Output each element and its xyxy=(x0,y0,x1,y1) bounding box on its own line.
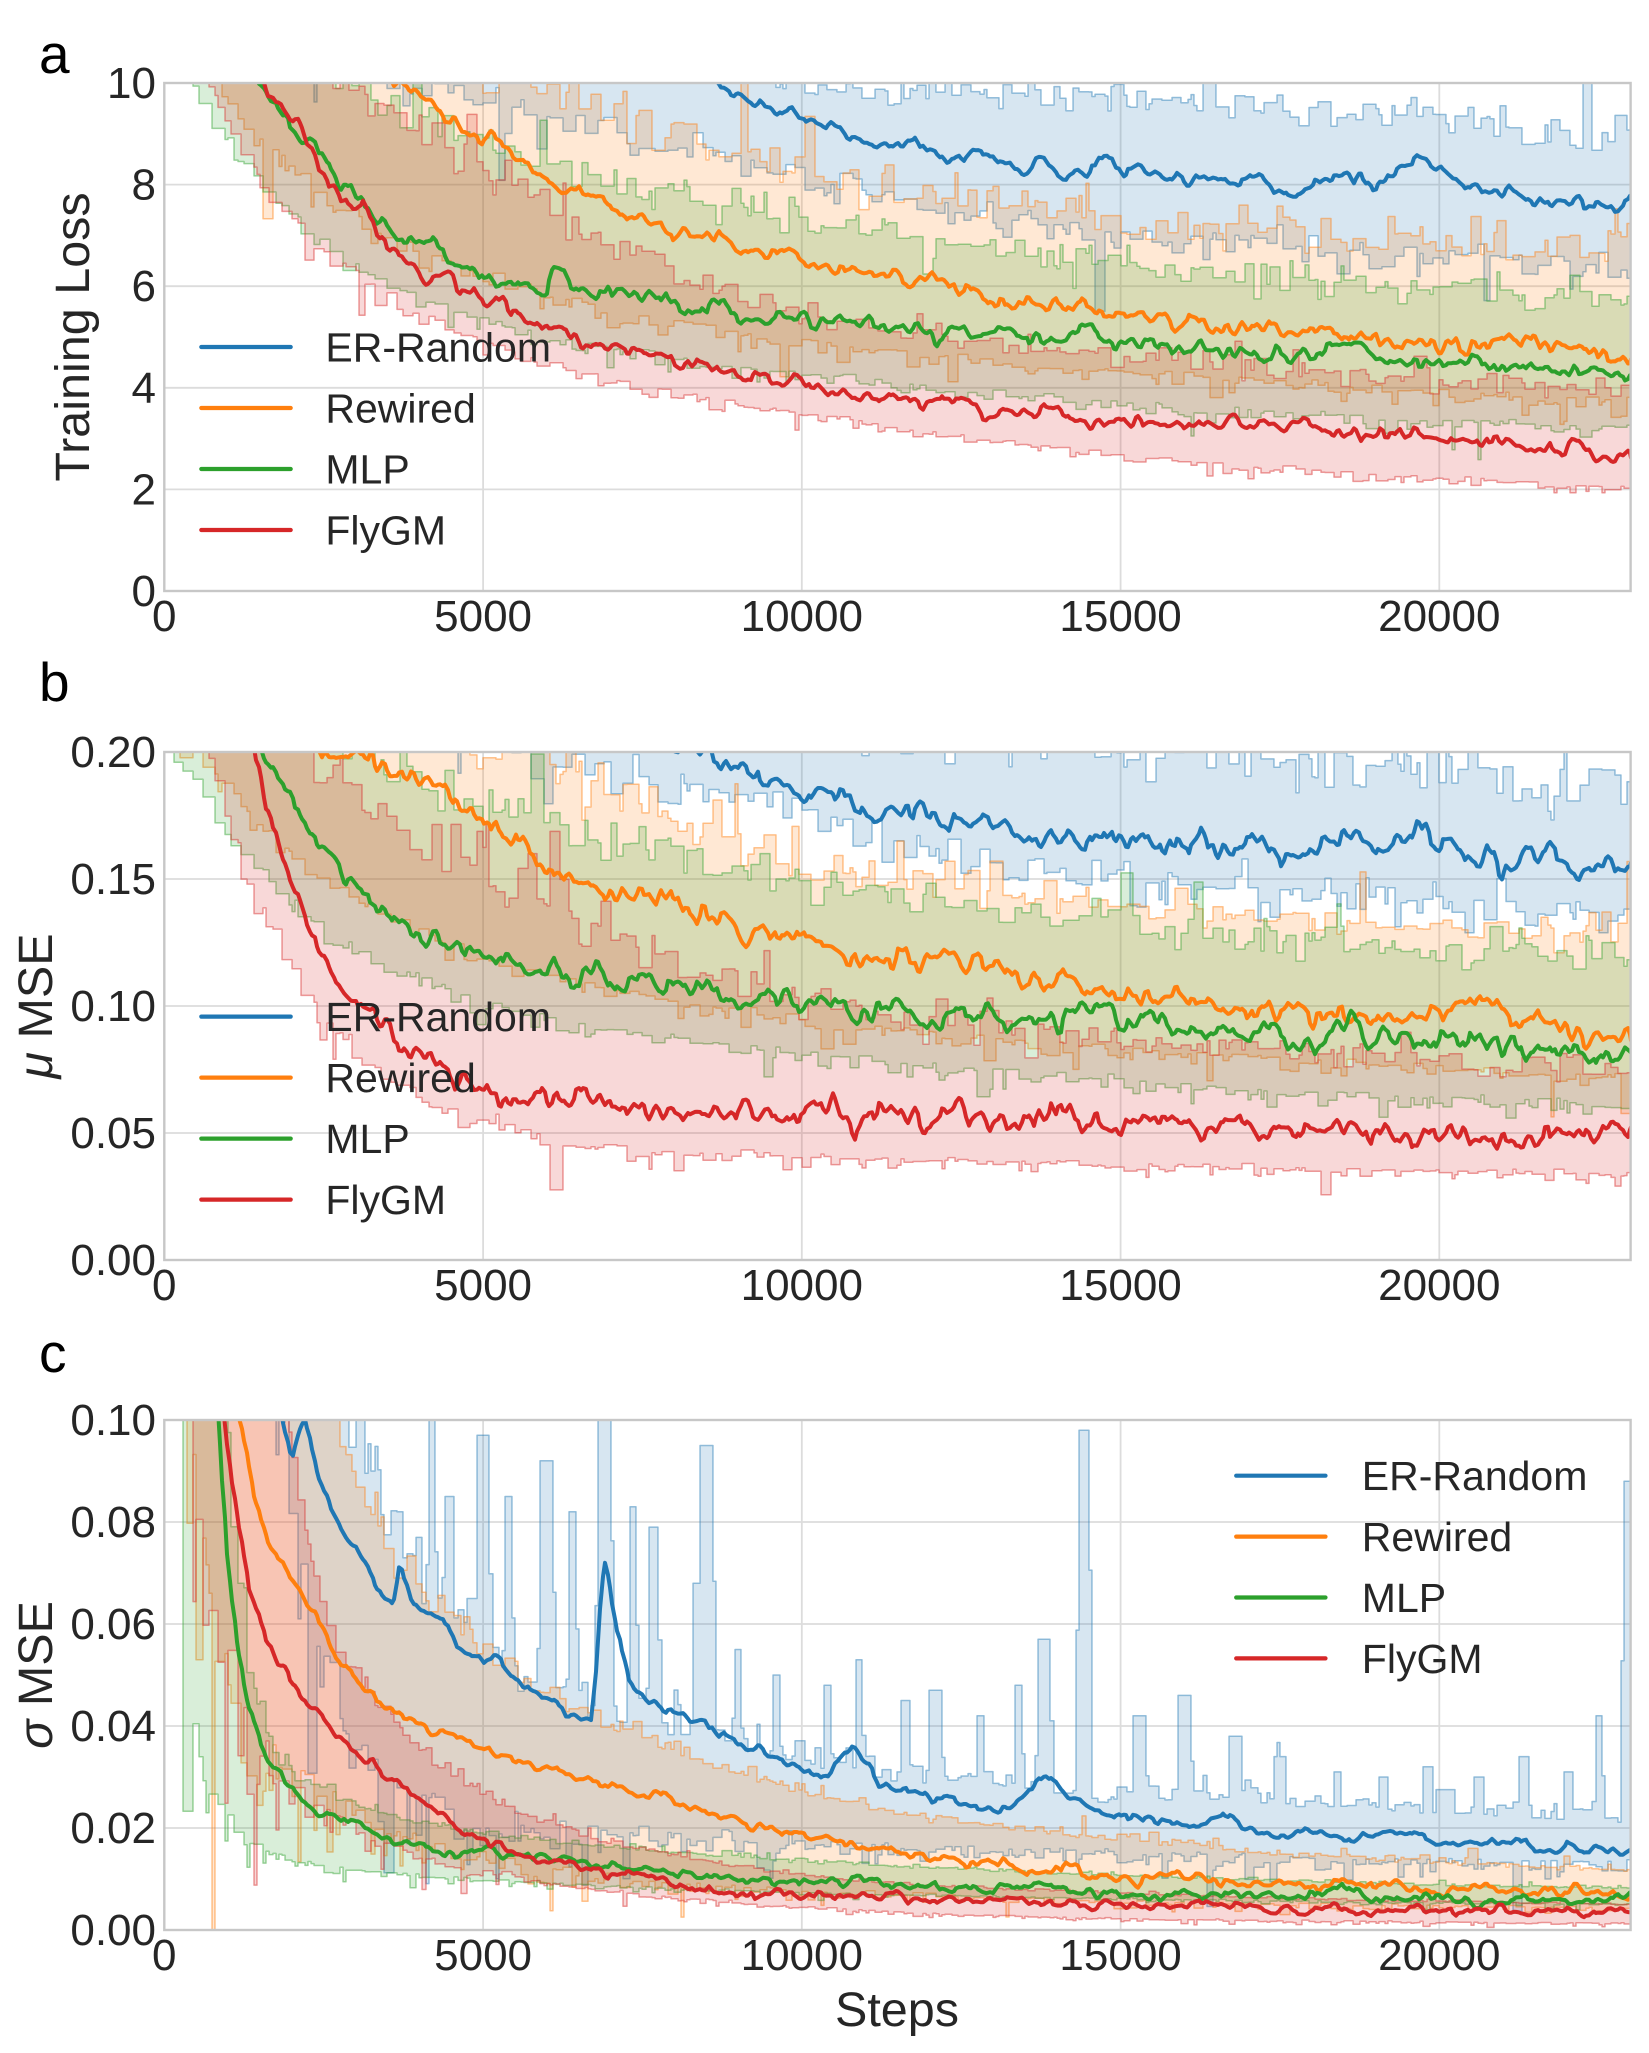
svg-text:10000: 10000 xyxy=(741,1931,863,1980)
svg-text:b: b xyxy=(39,651,70,713)
svg-text:FlyGM: FlyGM xyxy=(325,1177,446,1223)
svg-text:μ MSE: μ MSE xyxy=(9,933,63,1080)
svg-text:10: 10 xyxy=(107,59,156,108)
svg-text:4: 4 xyxy=(132,364,156,413)
svg-text:MLP: MLP xyxy=(1362,1575,1446,1621)
svg-text:15000: 15000 xyxy=(1059,592,1181,641)
svg-text:0: 0 xyxy=(152,1261,176,1310)
svg-text:MLP: MLP xyxy=(325,1116,409,1162)
svg-text:5000: 5000 xyxy=(434,1931,532,1980)
svg-text:c: c xyxy=(39,1322,67,1384)
svg-text:0.04: 0.04 xyxy=(70,1702,156,1751)
svg-text:Steps: Steps xyxy=(835,1983,959,2037)
svg-text:FlyGM: FlyGM xyxy=(1362,1636,1483,1682)
svg-text:15000: 15000 xyxy=(1059,1931,1181,1980)
svg-text:0.20: 0.20 xyxy=(70,728,156,777)
svg-text:15000: 15000 xyxy=(1059,1261,1181,1310)
svg-text:Rewired: Rewired xyxy=(1362,1514,1512,1560)
svg-text:0.05: 0.05 xyxy=(70,1109,156,1158)
svg-text:ER-Random: ER-Random xyxy=(1362,1453,1588,1499)
svg-text:0: 0 xyxy=(132,567,156,616)
svg-text:Rewired: Rewired xyxy=(325,1055,475,1101)
svg-text:ER-Random: ER-Random xyxy=(325,325,551,371)
svg-text:ER-Random: ER-Random xyxy=(325,994,551,1040)
svg-text:10000: 10000 xyxy=(741,1261,863,1310)
svg-text:0.06: 0.06 xyxy=(70,1600,156,1649)
svg-text:10000: 10000 xyxy=(741,592,863,641)
svg-text:0.10: 0.10 xyxy=(70,1396,156,1445)
svg-text:0.10: 0.10 xyxy=(70,982,156,1031)
svg-text:FlyGM: FlyGM xyxy=(325,508,446,554)
svg-text:0: 0 xyxy=(152,592,176,641)
svg-text:a: a xyxy=(39,23,70,85)
svg-text:5000: 5000 xyxy=(434,592,532,641)
svg-text:2: 2 xyxy=(132,465,156,514)
svg-text:σ MSE: σ MSE xyxy=(9,1601,63,1749)
svg-text:20000: 20000 xyxy=(1378,592,1500,641)
svg-text:Rewired: Rewired xyxy=(325,386,475,432)
svg-text:0.02: 0.02 xyxy=(70,1804,156,1853)
svg-text:0.00: 0.00 xyxy=(70,1236,156,1285)
svg-text:0.08: 0.08 xyxy=(70,1498,156,1547)
svg-text:20000: 20000 xyxy=(1378,1261,1500,1310)
svg-text:0.15: 0.15 xyxy=(70,855,156,904)
svg-text:0: 0 xyxy=(152,1931,176,1980)
svg-text:MLP: MLP xyxy=(325,447,409,493)
svg-text:6: 6 xyxy=(132,262,156,311)
svg-text:Training Loss: Training Loss xyxy=(46,192,100,481)
svg-text:5000: 5000 xyxy=(434,1261,532,1310)
svg-text:0.00: 0.00 xyxy=(70,1906,156,1955)
svg-text:8: 8 xyxy=(132,161,156,210)
svg-text:20000: 20000 xyxy=(1378,1931,1500,1980)
